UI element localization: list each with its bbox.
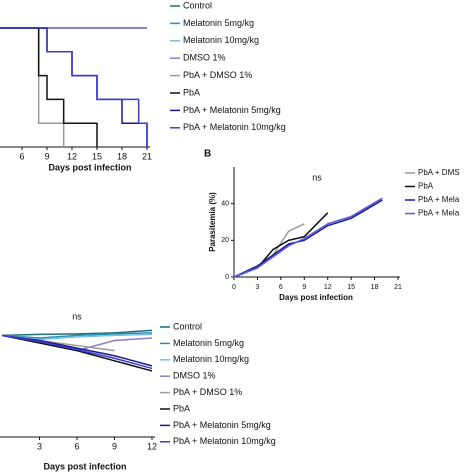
- x-tick-label: 21: [394, 284, 402, 291]
- x-tick-label: 18: [371, 284, 379, 291]
- series-line: [0, 27, 65, 147]
- legend-label: PbA + DMS: [418, 168, 460, 177]
- series-line: [0, 27, 148, 147]
- legend-label: PbA + DMSO 1%: [183, 70, 252, 80]
- series-line: [233, 212, 329, 278]
- series-line: [233, 199, 383, 278]
- legend-label: Control: [173, 321, 202, 331]
- x-tick-label: 6: [19, 151, 24, 161]
- x-tick-label: 12: [147, 441, 157, 451]
- y-tick-label: 20: [221, 237, 229, 244]
- annotation: ns: [72, 311, 82, 321]
- y-tick-label: 0: [225, 274, 229, 281]
- legend-label: PbA + Mela: [418, 209, 460, 218]
- legend-label: PbA + Mela: [418, 195, 460, 204]
- x-tick-label: 3: [255, 284, 259, 291]
- series-line: [233, 223, 305, 278]
- legend-label: Melatonin 10mg/kg: [173, 354, 249, 364]
- legend-label: Melatonin 5mg/kg: [173, 338, 244, 348]
- x-tick-label: 3: [37, 441, 42, 451]
- series-line: [1, 332, 153, 339]
- legend-label: PbA + Melatonin 5mg/kg: [173, 420, 271, 430]
- series-line: [1, 329, 153, 337]
- y-axis-label: Parasitemia (%): [208, 192, 217, 252]
- legend-label: Control: [183, 0, 212, 10]
- x-tick-label: 15: [92, 151, 102, 161]
- x-tick-label: 9: [302, 284, 306, 291]
- x-tick-label: 6: [279, 284, 283, 291]
- legend-label: PbA: [418, 182, 434, 191]
- x-tick-label: 6: [74, 441, 79, 451]
- x-tick-label: 12: [324, 284, 332, 291]
- annotation: ns: [312, 172, 322, 182]
- legend-label: PbA: [183, 87, 200, 97]
- series-line: [0, 27, 98, 147]
- series-line: [1, 334, 153, 370]
- legend-label: PbA: [173, 403, 190, 413]
- y-tick-label: 40: [221, 201, 229, 208]
- x-axis-label: Days post infection: [48, 162, 131, 172]
- legend-label: Melatonin 10mg/kg: [183, 35, 259, 45]
- x-tick-label: 18: [117, 151, 127, 161]
- x-axis-label: Days post infection: [279, 293, 353, 302]
- legend-label: Melatonin 5mg/kg: [183, 18, 254, 28]
- legend-label: DMSO 1%: [173, 371, 216, 381]
- series-line: [233, 197, 383, 278]
- series-line: [1, 334, 153, 372]
- x-tick-label: 15: [347, 284, 355, 291]
- x-tick-label: 9: [112, 441, 117, 451]
- legend-label: PbA + Melatonin 10mg/kg: [183, 122, 286, 132]
- x-tick-label: 21: [142, 151, 152, 161]
- panel-label: B: [204, 149, 211, 160]
- x-tick-label: 9: [44, 151, 49, 161]
- legend-label: DMSO 1%: [183, 53, 226, 63]
- series-line: [0, 27, 148, 147]
- x-tick-label: 12: [67, 151, 77, 161]
- legend-label: PbA + Melatonin 10mg/kg: [173, 436, 276, 446]
- x-axis-label: Days post infection: [43, 461, 126, 471]
- x-tick-label: 0: [232, 284, 236, 291]
- legend-label: PbA + Melatonin 5mg/kg: [183, 105, 281, 115]
- legend-label: PbA + DMSO 1%: [173, 387, 242, 397]
